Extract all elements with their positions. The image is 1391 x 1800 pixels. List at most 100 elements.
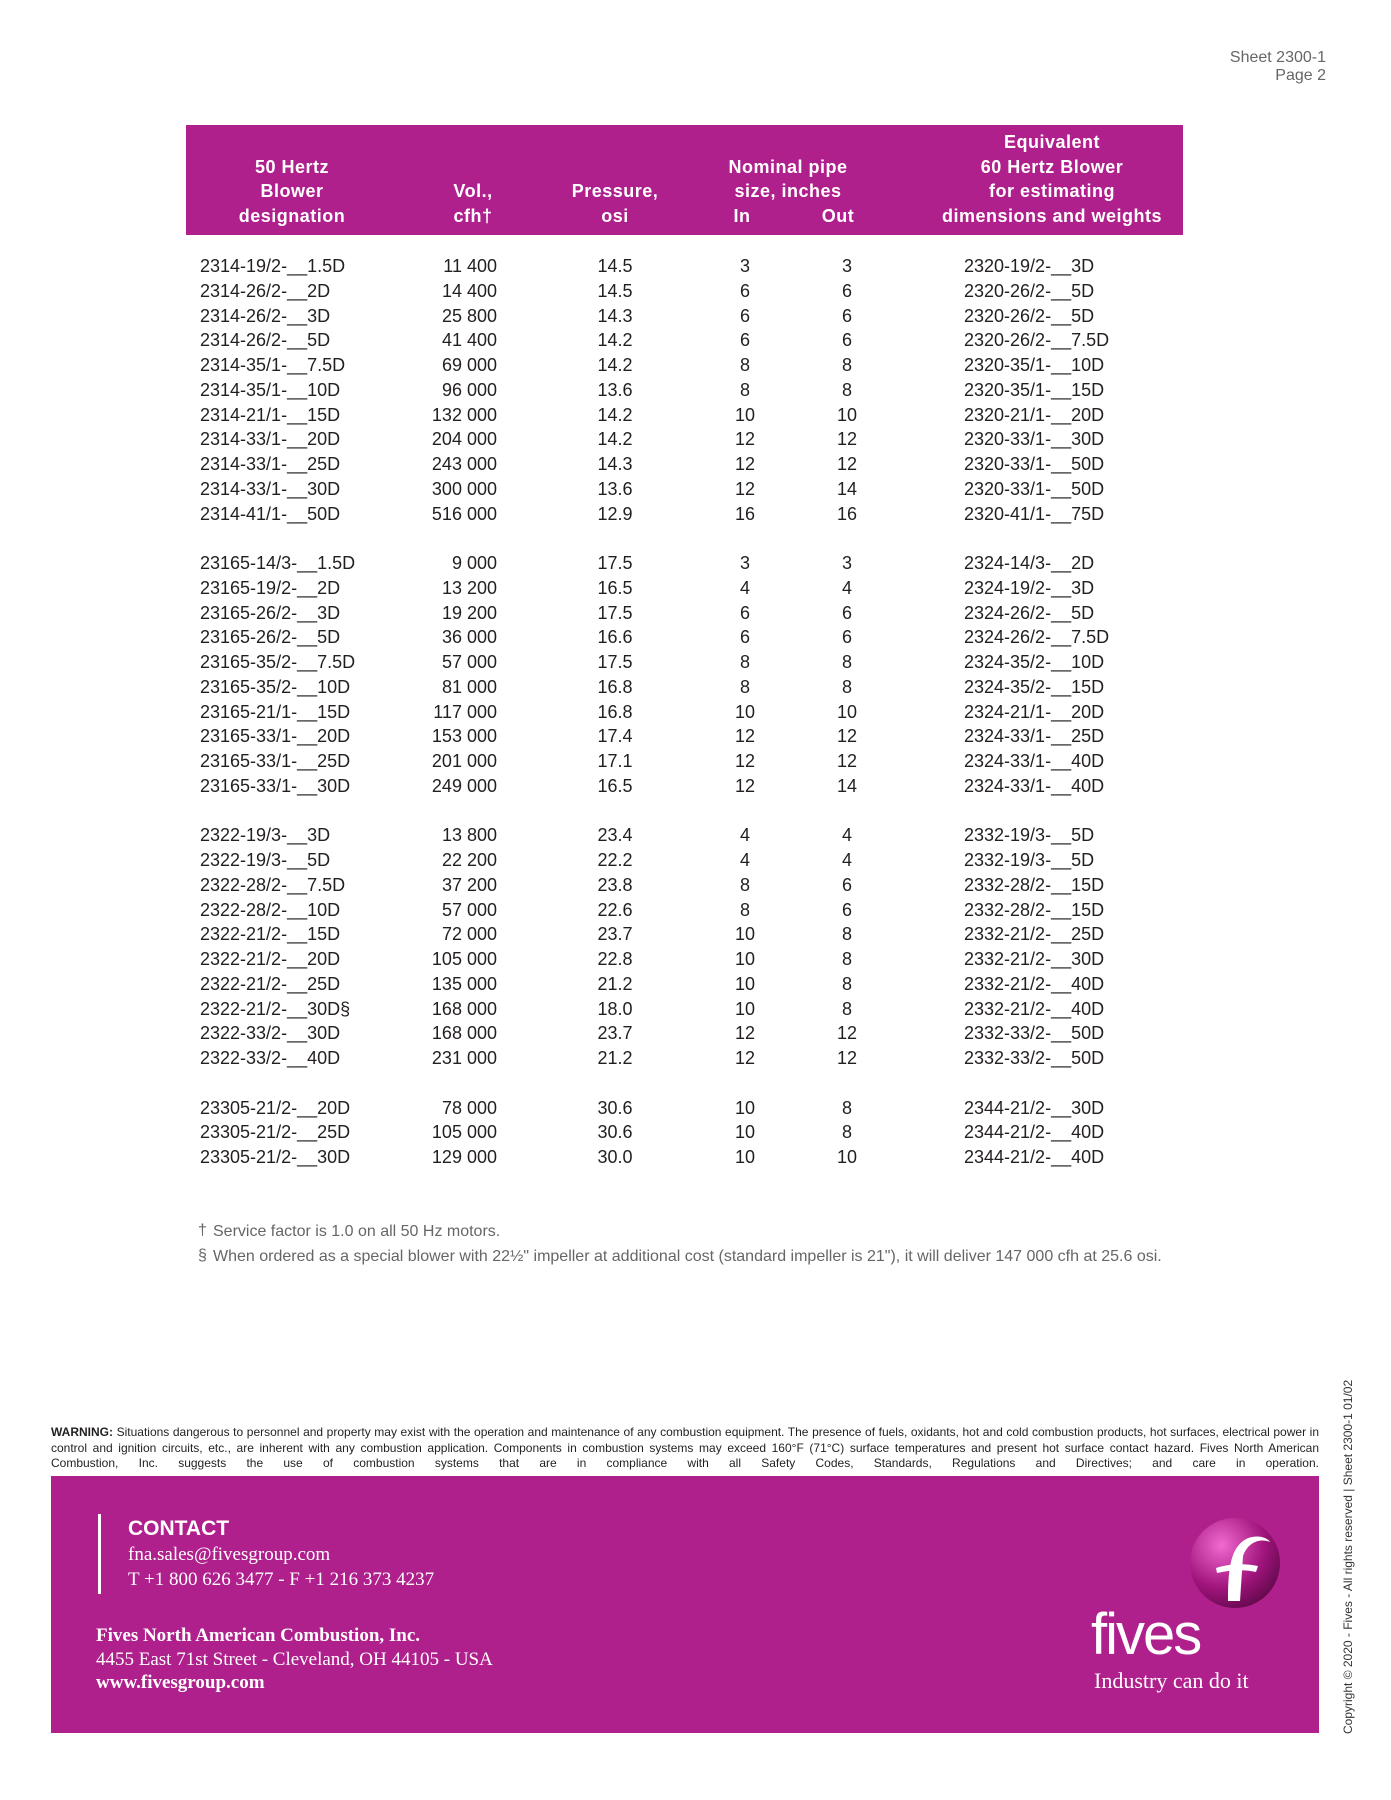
table-cell: 2344-21/2-__40D [964,1147,1105,1167]
table-cell: 2314-19/2-__1.5D [200,256,346,276]
table-cell: 16.5 [597,775,633,796]
contact-email[interactable]: fna.sales@fivesgroup.com [128,1544,331,1565]
table-cell: 23165-21/1-__15D [200,701,351,722]
table-cell: 23165-35/2-__7.5D [200,652,356,672]
table-cell: 10 [734,973,756,994]
table-cell: 16 [734,503,756,524]
table-cell: 8 [841,676,853,697]
company-website[interactable]: www.fivesgroup.com [96,1672,265,1693]
table-cell: 12 [836,429,858,450]
table-cell: 2322-33/2-__30D [200,1023,341,1044]
company-address: 4455 East 71st Street - Cleveland, OH 44… [96,1649,493,1670]
column-header: size, inches [734,181,842,201]
table-cell: 10 [836,701,858,722]
table-cell: 57 000 [441,652,497,672]
column-header: Nominal pipe [728,157,848,177]
table-cell: 41 400 [441,330,497,351]
table-cell: 6 [841,280,853,301]
table-cell: 6 [841,330,853,351]
table-cell: 2332-21/2-__25D [964,924,1105,945]
table-cell: 22 200 [441,850,497,870]
table-cell: 2320-26/2-__5D [964,280,1095,301]
table-cell: 4 [841,577,853,598]
table-cell: 2324-35/2-__15D [964,676,1105,697]
table-cell: 8 [739,355,751,375]
table-cell: 10 [734,1097,756,1118]
table-cell: 16.6 [597,627,633,648]
table-cell: 12 [836,1048,858,1068]
table-cell: 153 000 [431,726,497,747]
table-cell: 6 [739,305,751,326]
table-cell: 8 [739,379,751,400]
table-cell: 2320-26/2-__7.5D [964,330,1110,351]
table-cell: 2314-33/1-__30D [200,478,341,499]
table-cell: 6 [739,627,751,648]
table-cell: 105 000 [431,949,497,969]
table-cell: 17.5 [597,602,633,623]
table-cell: 2322-33/2-__40D [200,1048,341,1068]
table-cell: 12 [836,1023,858,1044]
table-cell: 23165-19/2-__2D [200,577,341,598]
table-cell: 2324-33/1-__25D [964,726,1105,747]
table-cell: 10 [734,1122,756,1143]
column-header: designation [238,206,346,226]
company-name: Fives North American Combustion, Inc. [96,1625,421,1646]
table-cell: 14.2 [597,429,633,450]
table-cell: 14 [836,478,858,499]
table-cell: 2320-33/1-__30D [964,429,1105,450]
table-cell: 8 [841,924,853,945]
logo-text: fives [1091,1602,1202,1667]
table-cell: 3 [841,256,853,276]
table-cell: 8 [841,652,853,672]
table-cell: 231 000 [431,1048,497,1068]
table-cell: 14.2 [597,355,633,375]
footnote-marker: † [198,1222,207,1239]
table-cell: 168 000 [431,998,497,1019]
table-cell: 23165-14/3-__1.5D [200,553,356,573]
page-number: Page 2 [1275,67,1326,84]
table-cell: 17.5 [597,553,633,573]
table-cell: 23305-21/2-__20D [200,1097,351,1118]
table-cell: 13.6 [597,478,633,499]
column-header: Pressure, [571,181,659,201]
table-cell: 3 [739,256,751,276]
table-cell: 6 [739,280,751,301]
table-cell: 23305-21/2-__30D [200,1147,351,1167]
table-cell: 2314-35/1-__7.5D [200,355,346,375]
table-cell: 22.8 [597,949,633,969]
warning: WARNING: Situations dangerous to personn… [51,1425,1319,1472]
table-cell: 2324-33/1-__40D [964,751,1105,771]
table-cell: 2324-26/2-__7.5D [964,627,1110,648]
table-cell: 2332-19/3-__5D [964,850,1095,870]
table-cell: 2320-33/1-__50D [964,454,1105,474]
table-cell: 4 [841,825,853,846]
column-header: 60 Hertz Blower [980,157,1124,177]
table-cell: 2332-33/2-__50D [964,1023,1105,1044]
table-cell: 14.2 [597,330,633,351]
table-cell: 2344-21/2-__40D [964,1122,1105,1143]
table-cell: 12.9 [597,503,633,524]
table-cell: 11 400 [443,256,497,276]
table-cell: 129 000 [431,1147,497,1167]
table-cell: 13.6 [597,379,633,400]
table-cell: 4 [841,850,853,870]
table-cell: 3 [841,553,853,573]
table-cell: 8 [841,379,853,400]
footnote-marker: § [198,1247,207,1264]
table-cell: 2324-26/2-__5D [964,602,1095,623]
table-cell: 2332-21/2-__30D [964,949,1105,969]
table-cell: 2322-28/2-__7.5D [200,874,346,895]
column-header: for estimating [988,181,1116,201]
table-cell: 9 000 [451,553,497,573]
table-cell: 204 000 [431,429,497,450]
table-cell: 12 [734,478,756,499]
table-cell: 14.5 [597,256,633,276]
table-cell: 23.4 [597,825,633,846]
contact-bar [98,1514,101,1594]
table-cell: 23165-33/1-__20D [200,726,351,747]
table-cell: 2332-33/2-__50D [964,1048,1105,1068]
copyright: Copyright © 2020 - Fives - All rights re… [1341,1379,1355,1734]
table-cell: 14.3 [597,454,633,474]
table-cell: 14.2 [597,404,633,425]
warning-label: WARNING: [51,1425,113,1439]
